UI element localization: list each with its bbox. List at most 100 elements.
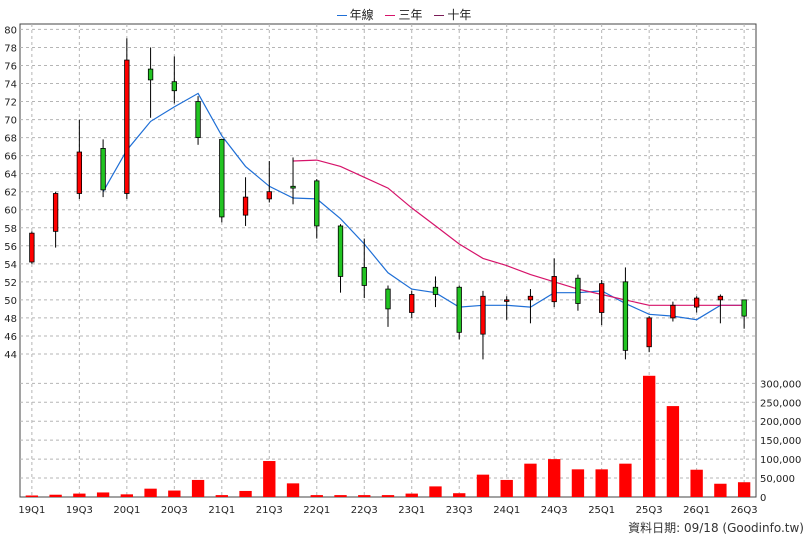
candle-body	[456, 286, 462, 333]
volume-tick-label: 300,000	[760, 379, 801, 390]
price-tick-label: 58	[4, 224, 17, 235]
x-tick-label: 25Q1	[588, 505, 615, 516]
x-tick-label: 20Q1	[113, 505, 140, 516]
data-source-note: 資料日期: 09/18 (Goodinfo.tw)	[628, 521, 804, 535]
volume-tick-label: 0	[760, 493, 766, 504]
three-year-ma-line	[292, 159, 745, 306]
legend-label-ten-year: 十年	[447, 8, 472, 22]
candle-body	[171, 81, 177, 92]
candle-body	[480, 295, 486, 335]
volume-bar	[120, 494, 134, 497]
x-tick-label: 22Q1	[303, 505, 330, 516]
price-tick-label: 66	[4, 152, 17, 163]
volume-bar	[619, 463, 632, 497]
x-tick-label: 19Q1	[18, 505, 45, 516]
candle-body	[599, 283, 605, 313]
legend-label-three-year: 三年	[398, 8, 423, 22]
candle-body	[551, 276, 557, 303]
volume-bar	[690, 469, 703, 497]
price-tick-label: 44	[4, 350, 17, 361]
candle-body	[385, 288, 391, 310]
plot-frame	[19, 23, 757, 498]
volume-bar	[571, 469, 585, 497]
price-tick-label: 74	[4, 80, 17, 91]
candle-body	[100, 148, 106, 191]
volume-tick-label: 200,000	[760, 417, 801, 428]
candle-body	[147, 68, 154, 81]
price-tick-label: 80	[4, 25, 17, 36]
x-tick-label: 24Q3	[541, 505, 568, 516]
candle-body	[52, 193, 59, 232]
candle-body	[242, 196, 249, 216]
legend-item-three-year: 三年	[385, 6, 423, 23]
legend-item-annual: 年線	[336, 6, 374, 23]
legend-swatch-annual	[336, 15, 347, 16]
volume-bar	[429, 486, 442, 497]
volume-bar	[476, 474, 490, 497]
x-tick-label: 23Q1	[398, 505, 425, 516]
x-tick-label: 24Q1	[493, 505, 520, 516]
x-tick-label: 25Q3	[636, 505, 663, 516]
volume-bar	[453, 493, 466, 497]
volume-bar	[714, 483, 727, 497]
volume-bar	[215, 495, 228, 497]
candle-body	[124, 59, 130, 194]
candle-body	[527, 295, 534, 301]
x-tick-label: 20Q3	[161, 505, 188, 516]
candle-body	[504, 299, 510, 302]
x-tick-label: 21Q3	[256, 505, 283, 516]
x-tick-label: 26Q3	[731, 505, 758, 516]
legend-label-annual: 年線	[349, 8, 374, 22]
candle-body	[432, 286, 439, 295]
volume-bar	[358, 495, 371, 497]
chart-legend: 年線 三年 十年	[0, 6, 808, 23]
volume-bar	[49, 494, 62, 497]
candle-body	[337, 225, 344, 277]
volume-bar	[239, 490, 252, 497]
price-tick-label: 64	[4, 170, 17, 181]
candle-body	[219, 138, 225, 218]
price-tick-label: 60	[4, 206, 17, 217]
candle-body	[741, 299, 747, 317]
volume-bar	[381, 495, 395, 497]
volume-tick-label: 100,000	[760, 455, 801, 466]
price-tick-label: 46	[4, 332, 17, 343]
price-tick-label: 56	[4, 242, 17, 253]
x-tick-label: 26Q1	[683, 505, 710, 516]
x-tick-label: 19Q3	[66, 505, 93, 516]
volume-bar	[286, 483, 300, 497]
price-tick-label: 70	[4, 116, 17, 127]
candle-body	[290, 185, 296, 189]
volume-bar	[548, 459, 561, 497]
legend-swatch-three-year	[385, 15, 396, 16]
price-tick-label: 48	[4, 314, 17, 325]
price-tick-label: 50	[4, 296, 17, 307]
volume-bar	[595, 469, 608, 497]
legend-swatch-ten-year	[434, 15, 445, 16]
candle-body	[622, 281, 629, 351]
annual-ma-line	[102, 92, 745, 321]
volume-bar	[96, 492, 110, 497]
volume-bar	[500, 479, 513, 497]
x-tick-label: 23Q3	[446, 505, 473, 516]
volume-bar	[168, 490, 181, 497]
candle-body	[314, 180, 320, 227]
volume-tick-label: 250,000	[760, 398, 801, 409]
legend-item-ten-year: 十年	[434, 6, 471, 23]
price-tick-label: 68	[4, 134, 17, 145]
candle-body	[693, 297, 700, 308]
candle-body	[266, 191, 272, 200]
volume-bar	[73, 493, 86, 497]
price-tick-label: 54	[4, 260, 17, 271]
volume-bar	[334, 495, 347, 497]
candle-body	[76, 151, 83, 194]
candle-body	[195, 101, 201, 138]
candle-body	[670, 304, 676, 319]
volume-bar	[191, 479, 205, 497]
candle-body	[29, 232, 35, 263]
x-tick-label: 22Q3	[351, 505, 378, 516]
volume-bar	[405, 493, 418, 497]
volume-tick-label: 150,000	[760, 436, 801, 447]
candle-body	[361, 267, 367, 286]
